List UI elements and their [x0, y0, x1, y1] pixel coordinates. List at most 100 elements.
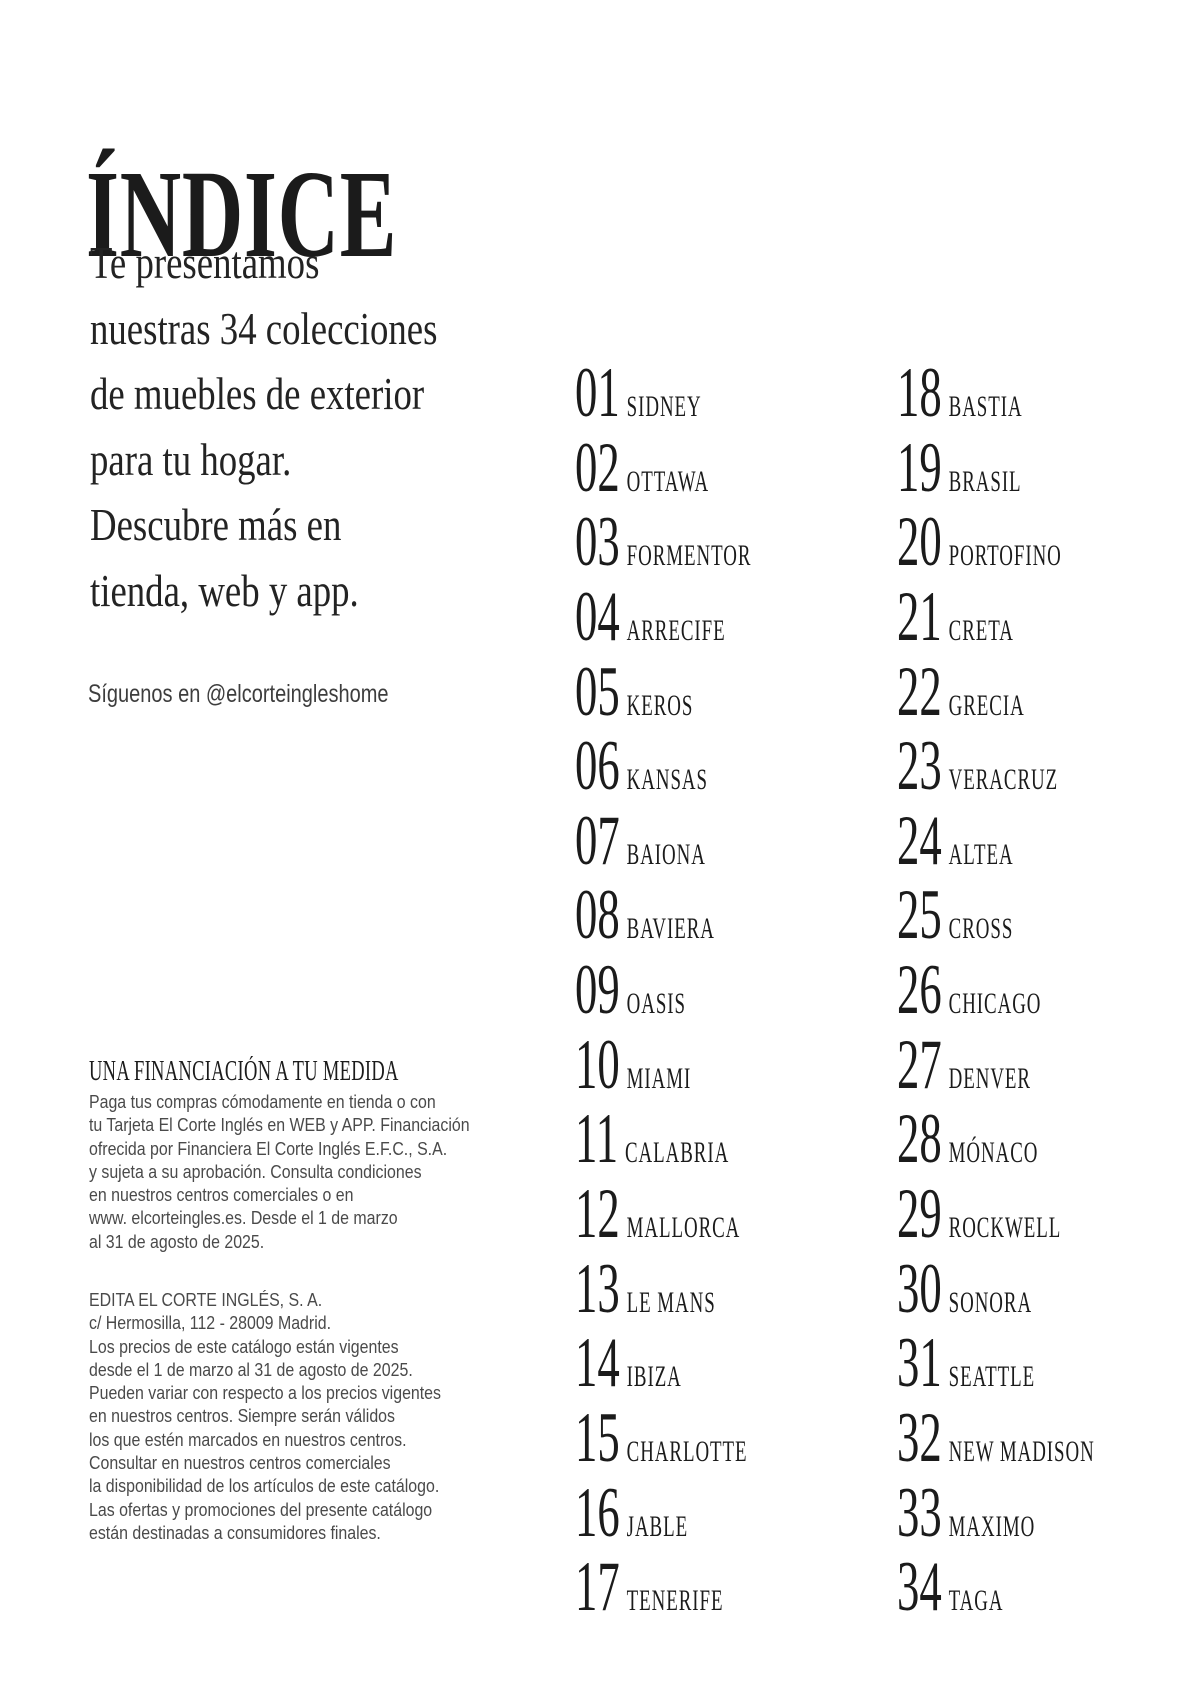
- collection-number: 17: [575, 1548, 620, 1627]
- index-item-monaco[interactable]: 28 MÓNACO: [897, 1102, 1095, 1177]
- collection-number: 32: [897, 1398, 942, 1477]
- collection-name: DENVER: [948, 1061, 1031, 1095]
- collection-name: OTTAWA: [626, 464, 710, 498]
- index-item-arrecife[interactable]: 04 ARRECIFE: [575, 580, 751, 655]
- index-item-ibiza[interactable]: 14 IBIZA: [575, 1326, 751, 1401]
- collection-name: VERACRUZ: [948, 763, 1059, 797]
- index-item-chicago[interactable]: 26 CHICAGO: [897, 953, 1095, 1028]
- index-item-le-mans[interactable]: 13 LE MANS: [575, 1249, 751, 1328]
- index-item-new-madison[interactable]: 32 NEW MADISON: [897, 1401, 1095, 1476]
- collection-number: 16: [575, 1473, 620, 1552]
- financing-heading: UNA FINANCIACIÓN A TU MEDIDA: [89, 1056, 399, 1087]
- index-item-seattle[interactable]: 31 SEATTLE: [897, 1326, 1095, 1401]
- index-item-altea[interactable]: 24 ALTEA: [897, 804, 1095, 879]
- collection-name: IBIZA: [626, 1360, 682, 1394]
- collection-name: MAXIMO: [948, 1509, 1036, 1543]
- collection-name: TENERIFE: [626, 1584, 724, 1618]
- collection-number: 14: [575, 1324, 620, 1403]
- collection-number: 20: [897, 503, 942, 582]
- index-item-ottawa[interactable]: 02 OTTAWA: [575, 428, 751, 507]
- collection-number: 06: [575, 727, 620, 806]
- collection-number: 23: [897, 727, 942, 806]
- index-item-keros[interactable]: 05 KEROS: [575, 652, 751, 731]
- index-item-kansas[interactable]: 06 KANSAS: [575, 729, 751, 804]
- collection-name: CROSS: [948, 912, 1014, 946]
- index-item-sonora[interactable]: 30 SONORA: [897, 1249, 1095, 1328]
- collection-name: LE MANS: [626, 1285, 716, 1319]
- collection-name: TAGA: [948, 1584, 1004, 1618]
- collection-number: 01: [575, 354, 620, 432]
- legal-paragraph: EDITA EL CORTE INGLÉS, S. A. c/ Hermosil…: [89, 1289, 441, 1543]
- collection-name: KEROS: [626, 688, 694, 722]
- collection-name: ROCKWELL: [948, 1211, 1062, 1245]
- collection-name: MALLORCA: [626, 1211, 741, 1245]
- collection-number: 05: [575, 652, 620, 731]
- collection-name: BAVIERA: [626, 912, 715, 946]
- collection-number: 29: [897, 1175, 942, 1254]
- index-item-grecia[interactable]: 22 GRECIA: [897, 652, 1095, 731]
- index-item-sidney[interactable]: 01 SIDNEY: [575, 356, 751, 431]
- collection-number: 08: [575, 876, 620, 955]
- collection-number: 04: [575, 577, 620, 656]
- collection-name: CRETA: [948, 613, 1014, 647]
- index-item-veracruz[interactable]: 23 VERACRUZ: [897, 729, 1095, 804]
- collection-name: GRECIA: [948, 688, 1025, 722]
- index-item-portofino[interactable]: 20 PORTOFINO: [897, 505, 1095, 580]
- collection-name: MIAMI: [626, 1061, 692, 1095]
- collection-name: JABLE: [626, 1509, 689, 1543]
- collection-number: 03: [575, 503, 620, 582]
- collection-number: 11: [575, 1100, 619, 1179]
- index-item-bastia[interactable]: 18 BASTIA: [897, 356, 1095, 431]
- index-item-taga[interactable]: 34 TAGA: [897, 1550, 1095, 1625]
- index-item-creta[interactable]: 21 CRETA: [897, 580, 1095, 655]
- index-item-miami[interactable]: 10 MIAMI: [575, 1027, 751, 1103]
- collection-name: ARRECIFE: [626, 613, 726, 647]
- collection-number: 25: [897, 876, 942, 955]
- index-item-baiona[interactable]: 07 BAIONA: [575, 804, 751, 879]
- index-item-rockwell[interactable]: 29 ROCKWELL: [897, 1177, 1095, 1252]
- collection-name: BAIONA: [626, 837, 706, 871]
- index-item-mallorca[interactable]: 12 MALLORCA: [575, 1177, 751, 1252]
- index-item-jable[interactable]: 16 JABLE: [575, 1473, 751, 1552]
- collection-number: 15: [575, 1398, 620, 1477]
- collection-name: MÓNACO: [948, 1136, 1039, 1170]
- collection-number: 30: [897, 1249, 942, 1328]
- index-column-2: 18 BASTIA 19 BRASIL 20 PORTOFINO 21 CRETA 22…: [897, 356, 1200, 1625]
- collection-number: 07: [575, 801, 620, 880]
- index-item-cross[interactable]: 25 CROSS: [897, 878, 1095, 953]
- collection-number: 34: [897, 1548, 942, 1627]
- index-column-1: 01 SIDNEY 02 OTTAWA 03 FORMENTOR 04 ARRECIFE…: [575, 356, 855, 1625]
- collection-number: 24: [897, 801, 942, 880]
- collection-number: 18: [897, 354, 942, 432]
- index-item-maximo[interactable]: 33 MAXIMO: [897, 1473, 1095, 1552]
- collection-name: CALABRIA: [625, 1136, 730, 1170]
- financing-paragraph: Paga tus compras cómodamente en tienda o…: [89, 1091, 470, 1252]
- collection-number: 02: [575, 428, 620, 507]
- intro-paragraph: Te presentamos nuestras 34 colecciones d…: [90, 237, 438, 616]
- collection-number: 09: [575, 951, 620, 1030]
- collection-name: NEW MADISON: [948, 1434, 1095, 1468]
- index-item-charlotte[interactable]: 15 CHARLOTTE: [575, 1401, 751, 1476]
- index-item-formentor[interactable]: 03 FORMENTOR: [575, 505, 751, 580]
- collection-number: 33: [897, 1473, 942, 1552]
- collection-number: 12: [575, 1175, 620, 1254]
- index-item-denver[interactable]: 27 DENVER: [897, 1025, 1095, 1104]
- collection-name: CHICAGO: [948, 987, 1042, 1021]
- collection-name: FORMENTOR: [626, 539, 752, 573]
- collection-number: 28: [897, 1100, 942, 1179]
- index-item-baviera[interactable]: 08 BAVIERA: [575, 878, 751, 953]
- collection-name: SONORA: [948, 1285, 1033, 1319]
- collection-name: BASTIA: [948, 390, 1023, 423]
- collection-name: SIDNEY: [626, 390, 702, 423]
- collection-number: 27: [897, 1025, 942, 1104]
- collection-number: 21: [897, 577, 942, 656]
- index-item-calabria[interactable]: 11 CALABRIA: [575, 1102, 751, 1177]
- collection-number: 13: [575, 1249, 620, 1328]
- index-item-tenerife[interactable]: 17 TENERIFE: [575, 1550, 751, 1625]
- collection-name: PORTOFINO: [948, 539, 1062, 573]
- collection-name: KANSAS: [626, 763, 708, 797]
- index-item-brasil[interactable]: 19 BRASIL: [897, 430, 1095, 506]
- index-item-oasis[interactable]: 09 OASIS: [575, 953, 751, 1028]
- collection-number: 22: [897, 652, 942, 731]
